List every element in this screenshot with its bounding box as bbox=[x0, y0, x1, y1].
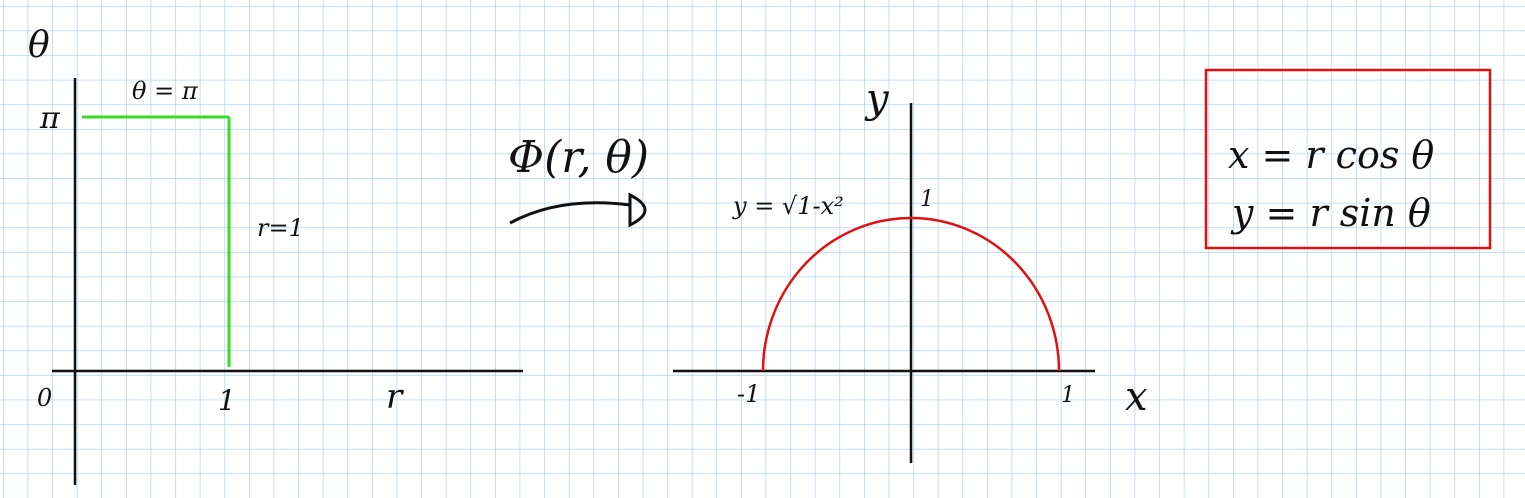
unit-semicircle bbox=[761, 216, 1061, 372]
r-axis-label: r bbox=[386, 377, 404, 417]
right-edge-label: r=1 bbox=[257, 214, 304, 242]
y-axis-label: y bbox=[864, 76, 890, 122]
top-edge-label: θ = π bbox=[132, 77, 199, 105]
r-one-tick-label: 1 bbox=[218, 384, 236, 417]
x-one-tick-label: 1 bbox=[1061, 383, 1075, 408]
x-axis-label: x bbox=[1125, 374, 1148, 420]
equations-frame bbox=[1204, 68, 1492, 250]
y-equation: y = r sin θ bbox=[1230, 191, 1431, 235]
arrow-head bbox=[628, 192, 647, 228]
x-equation: x = r cos θ bbox=[1228, 133, 1434, 177]
theta-axis-label: θ bbox=[28, 25, 50, 66]
mapping-arrow bbox=[509, 201, 631, 225]
mapping-arrow-group: Φ(r, θ) bbox=[508, 132, 649, 228]
y-one-tick-label: 1 bbox=[920, 187, 934, 212]
mapping-label: Φ(r, θ) bbox=[508, 132, 649, 183]
pi-tick-label: π bbox=[39, 101, 61, 136]
right-plot: y x y = √1-x² 1 -1 1 bbox=[673, 76, 1148, 463]
origin-label: 0 bbox=[37, 384, 52, 412]
x-minus-one-tick-label: -1 bbox=[737, 380, 760, 408]
curve-label: y = √1-x² bbox=[732, 192, 844, 220]
equations-box: x = r cos θ y = r sin θ bbox=[1204, 68, 1492, 250]
left-plot: θ π θ = π r=1 0 1 r bbox=[28, 25, 523, 485]
